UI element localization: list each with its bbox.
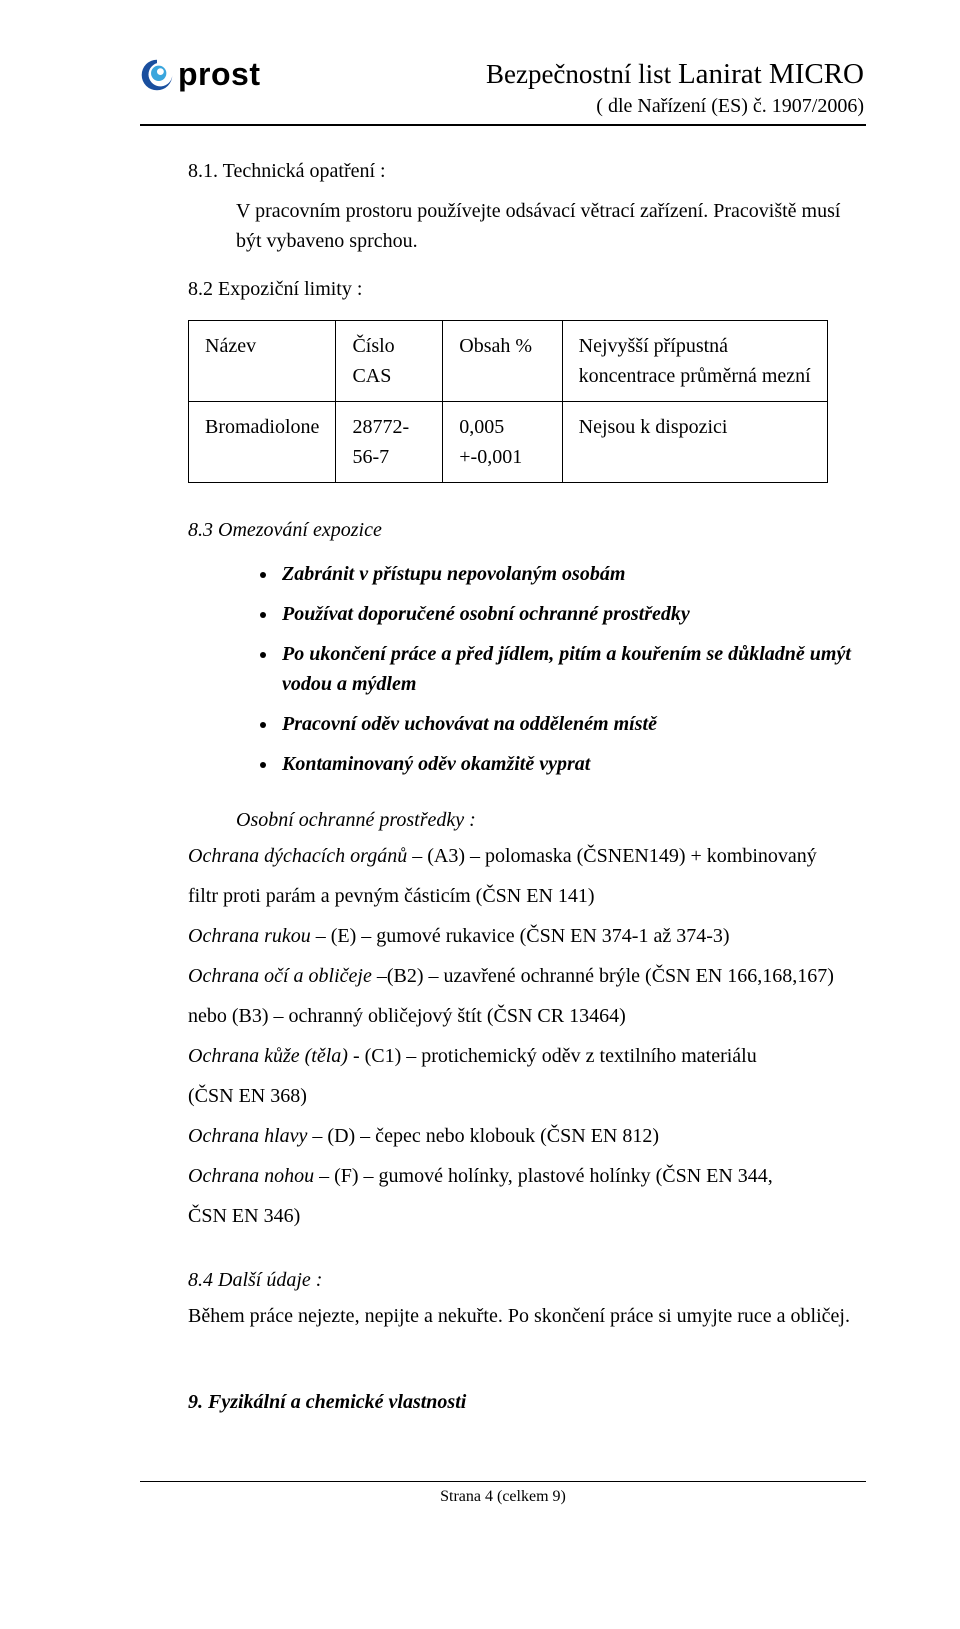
header-rule — [140, 124, 866, 126]
ppe-value: – (F) – gumové holínky, plastové holínky… — [314, 1165, 773, 1187]
table-row: Bromadiolone 28772-56-7 0,005 +-0,001 Ne… — [189, 402, 828, 483]
cell-content: 0,005 +-0,001 — [443, 402, 562, 483]
ppe-line: nebo (B3) – ochranný obličejový štít (ČS… — [188, 1001, 866, 1031]
list-item: Po ukončení práce a před jídlem, pitím a… — [278, 639, 866, 699]
section-8-1-title: 8.1. Technická opatření : — [188, 156, 866, 186]
section-8-4-title: 8.4 Další údaje : — [188, 1265, 866, 1295]
ppe-label: Ochrana dýchacích orgánů — [188, 845, 407, 867]
ppe-line: (ČSN EN 368) — [188, 1081, 866, 1111]
ppe-value: – (A3) – polomaska (ČSNEN149) + kombinov… — [407, 845, 817, 867]
ppe-value: – (E) – gumové rukavice (ČSN EN 374-1 až… — [311, 925, 730, 947]
exposure-limits-table: Název Číslo CAS Obsah % Nejvyšší přípust… — [188, 320, 828, 483]
ppe-line: filtr proti parám a pevným částicím (ČSN… — [188, 881, 866, 911]
ppe-label: Ochrana očí a obličeje — [188, 965, 372, 987]
ppe-label: Ochrana hlavy — [188, 1125, 307, 1147]
ppe-line: Ochrana kůže (těla) - (C1) – protichemic… — [188, 1041, 866, 1071]
ppe-value: – (D) – čepec nebo klobouk (ČSN EN 812) — [307, 1125, 659, 1147]
footer-rule — [140, 1481, 866, 1482]
section-8-1-body: V pracovním prostoru používejte odsávací… — [236, 196, 866, 256]
col-content: Obsah % — [443, 321, 562, 402]
list-item: Používat doporučené osobní ochranné pros… — [278, 599, 866, 629]
doc-title-product: Lanirat MICRO — [678, 58, 864, 90]
ppe-line: Ochrana hlavy – (D) – čepec nebo klobouk… — [188, 1121, 866, 1151]
measures-list: Zabránit v přístupu nepovolaným osobám P… — [278, 559, 866, 779]
ppe-label: Ochrana kůže (těla) — [188, 1045, 348, 1067]
col-cas: Číslo CAS — [336, 321, 443, 402]
ppe-label: Ochrana rukou — [188, 925, 311, 947]
logo-text: prost — [178, 56, 261, 93]
swirl-icon — [140, 58, 174, 92]
ppe-value: –(B2) – uzavřené ochranné brýle (ČSN EN … — [372, 965, 834, 987]
logo: prost — [140, 56, 261, 93]
ppe-line: Ochrana dýchacích orgánů – (A3) – poloma… — [188, 841, 866, 871]
ppe-line: Ochrana rukou – (E) – gumové rukavice (Č… — [188, 921, 866, 951]
page-footer: Strana 4 (celkem 9) — [140, 1488, 866, 1506]
doc-title-prefix: Bezpečnostní list — [486, 59, 678, 89]
col-name: Název — [189, 321, 336, 402]
ppe-line: Ochrana očí a obličeje –(B2) – uzavřené … — [188, 961, 866, 991]
document-subheader: ( dle Nařízení (ES) č. 1907/2006) — [140, 95, 866, 118]
list-item: Zabránit v přístupu nepovolaným osobám — [278, 559, 866, 589]
ppe-line: Ochrana nohou – (F) – gumové holínky, pl… — [188, 1161, 866, 1191]
col-limit: Nejvyšší přípustná koncentrace průměrná … — [562, 321, 827, 402]
section-9-title: 9. Fyzikální a chemické vlastnosti — [188, 1387, 866, 1417]
cell-name: Bromadiolone — [189, 402, 336, 483]
cell-limit: Nejsou k dispozici — [562, 402, 827, 483]
section-8-3-title: 8.3 Omezování expozice — [188, 515, 866, 545]
list-item: Pracovní oděv uchovávat na odděleném mís… — [278, 709, 866, 739]
section-8-2-title: 8.2 Expoziční limity : — [188, 274, 866, 304]
cell-cas: 28772-56-7 — [336, 402, 443, 483]
ppe-label: Ochrana nohou — [188, 1165, 314, 1187]
ppe-line: ČSN EN 346) — [188, 1201, 866, 1231]
ppe-heading: Osobní ochranné prostředky : — [236, 805, 866, 835]
section-8-4-body: Během práce nejezte, nepijte a nekuřte. … — [188, 1301, 866, 1331]
ppe-lines: Ochrana dýchacích orgánů – (A3) – poloma… — [140, 841, 866, 1231]
ppe-value: - (C1) – protichemický oděv z textilního… — [348, 1045, 757, 1067]
table-header-row: Název Číslo CAS Obsah % Nejvyšší přípust… — [189, 321, 828, 402]
document-title: Bezpečnostní list Lanirat MICRO — [486, 58, 866, 93]
list-item: Kontaminovaný oděv okamžitě vyprat — [278, 749, 866, 779]
